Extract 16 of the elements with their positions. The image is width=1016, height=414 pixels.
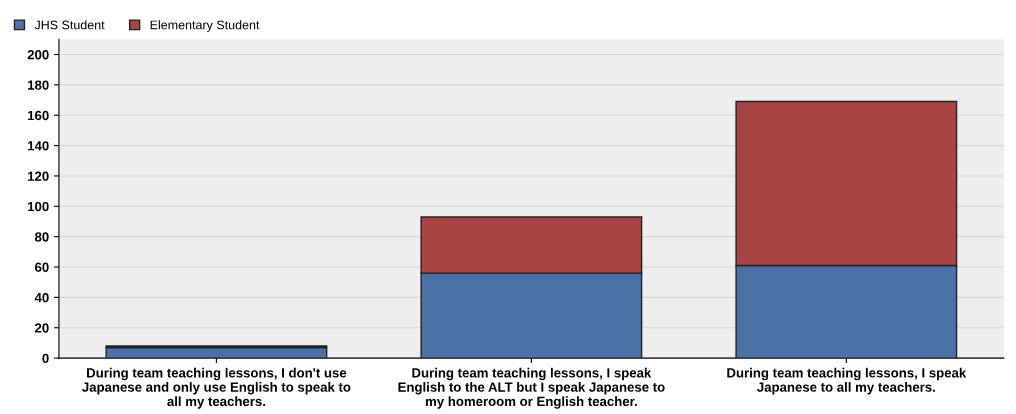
y-tick-label: 80 [34,232,49,242]
x-tick-label: During team teaching lessons, I speak English to the ALT but I speak Japanese to my homeroom or English teacher. [398,367,665,409]
y-tick-label: 160 [28,110,49,121]
y-tick-label: 200 [27,50,49,60]
y-tick-label: 120 [28,171,49,181]
y-tick-label: 40 [34,292,49,303]
legend-label: Elementary Student [150,20,260,32]
y-tick-label: 0 [42,353,49,364]
y-tick-label: 140 [28,141,49,151]
legend-label: JHS Student [34,20,105,30]
y-tick-label: 100 [28,201,49,212]
x-tick-label: During team teaching lessons, I speak Japanese to all my teachers. [727,367,967,395]
x-tick-label: During team teaching lessons, I don't use Japanese and only use English to speak to all my teachers. [82,367,351,409]
y-tick-label: 20 [34,323,49,333]
y-tick-label: 180 [28,80,49,90]
y-tick-label: 60 [35,262,49,272]
